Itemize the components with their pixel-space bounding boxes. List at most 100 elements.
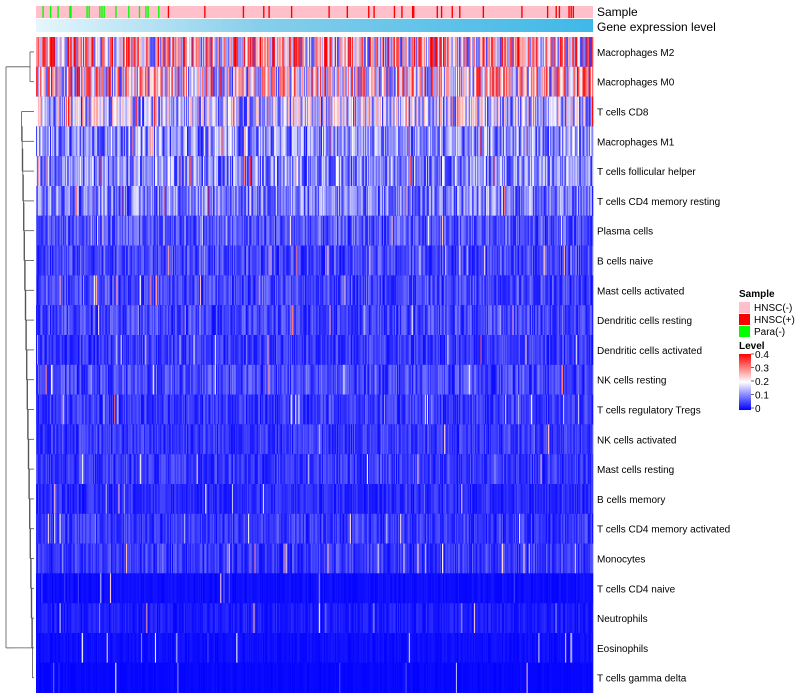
heatmap-cell (190, 186, 192, 217)
heatmap-cell (447, 275, 449, 306)
heatmap-cell (534, 37, 536, 68)
heatmap-cell (434, 37, 436, 68)
heatmap-cell (289, 215, 292, 246)
heatmap-cell (182, 126, 185, 157)
heatmap-cell (333, 66, 336, 97)
heatmap-cell (203, 37, 205, 68)
heatmap-cell (53, 215, 55, 246)
heatmap-cell (425, 37, 428, 68)
heatmap-cell (146, 66, 148, 97)
heatmap-cell (498, 245, 501, 276)
heatmap-cell (116, 245, 118, 276)
heatmap-cell (220, 245, 222, 276)
heatmap-cell (452, 275, 455, 306)
heatmap-cell (194, 66, 196, 97)
heatmap-cell (144, 215, 146, 246)
heatmap-cell (91, 275, 94, 306)
heatmap-cell (414, 275, 416, 306)
heatmap-cell (526, 126, 528, 157)
heatmap-cell (395, 126, 398, 157)
heatmap-cell (426, 156, 429, 187)
heatmap-cell (280, 305, 282, 336)
heatmap-cell (55, 126, 57, 157)
heatmap-cell (347, 245, 350, 276)
heatmap-cell (40, 275, 42, 306)
heatmap-cell (393, 156, 396, 187)
heatmap-cell (61, 96, 64, 127)
heatmap-cell (168, 126, 171, 157)
heatmap-cell (279, 245, 281, 276)
heatmap-cell (582, 275, 584, 306)
heatmap-cell (497, 66, 500, 97)
heatmap-cell (588, 186, 591, 217)
heatmap-cell (419, 186, 421, 217)
heatmap-cell (556, 215, 558, 246)
heatmap-cell (165, 215, 167, 246)
heatmap-cell (581, 156, 583, 187)
heatmap-cell (410, 126, 413, 157)
heatmap-cell (209, 96, 211, 127)
heatmap-cell (138, 215, 141, 246)
heatmap-cell (477, 126, 479, 157)
heatmap-cell (329, 215, 331, 246)
heatmap-cell (315, 275, 317, 306)
heatmap-cell (88, 275, 90, 306)
heatmap-cell (481, 186, 483, 217)
heatmap-cell (62, 37, 65, 68)
heatmap-cell (519, 66, 521, 97)
heatmap-cell (301, 96, 304, 127)
heatmap-cell (208, 305, 210, 336)
heatmap-cell (157, 96, 159, 127)
heatmap-cell (346, 156, 348, 187)
heatmap-cell (526, 215, 528, 246)
heatmap-cell (471, 126, 474, 157)
heatmap-cell (38, 156, 40, 187)
heatmap-cell (172, 245, 174, 276)
heatmap-cell (168, 37, 171, 68)
heatmap-cell (477, 275, 479, 306)
heatmap-cell (270, 156, 272, 187)
heatmap-cell (43, 215, 45, 246)
heatmap-cell (167, 245, 170, 276)
heatmap-cell (42, 37, 44, 68)
heatmap-cell (589, 156, 592, 187)
heatmap-cell (478, 156, 480, 187)
heatmap-cell (332, 37, 335, 68)
heatmap-cell (537, 186, 539, 217)
heatmap-cell (234, 96, 236, 127)
heatmap-cell (88, 305, 90, 336)
heatmap-cell (374, 66, 376, 97)
heatmap-cell (425, 96, 428, 127)
heatmap-cell (60, 126, 63, 157)
heatmap-cell (122, 245, 125, 276)
heatmap-cell (99, 186, 101, 217)
heatmap-cell (551, 275, 553, 306)
heatmap-cell (151, 126, 154, 157)
heatmap-cell (424, 186, 427, 217)
heatmap-cell (154, 66, 157, 97)
heatmap-cell (418, 66, 420, 97)
heatmap-cell (356, 126, 358, 157)
heatmap-cell (319, 96, 322, 127)
heatmap-cell (71, 156, 73, 187)
heatmap-cell (327, 126, 329, 157)
heatmap-cell (583, 96, 585, 127)
heatmap-cell (47, 275, 50, 306)
heatmap-cell (244, 305, 247, 336)
heatmap-cell (468, 37, 471, 68)
heatmap-cell (348, 66, 351, 97)
heatmap-cell (409, 215, 412, 246)
heatmap-cell (174, 245, 176, 276)
heatmap-cell (292, 126, 294, 157)
heatmap-cell (68, 245, 70, 276)
heatmap-cell (326, 215, 328, 246)
heatmap-cell (525, 96, 527, 127)
heatmap-cell (445, 37, 447, 68)
heatmap-cell (411, 275, 414, 306)
heatmap-cell (190, 305, 192, 336)
heatmap-cell (514, 186, 517, 217)
heatmap-cell (425, 156, 428, 187)
heatmap-cell (424, 245, 427, 276)
heatmap-cell (92, 96, 95, 127)
heatmap-cell (521, 186, 523, 217)
